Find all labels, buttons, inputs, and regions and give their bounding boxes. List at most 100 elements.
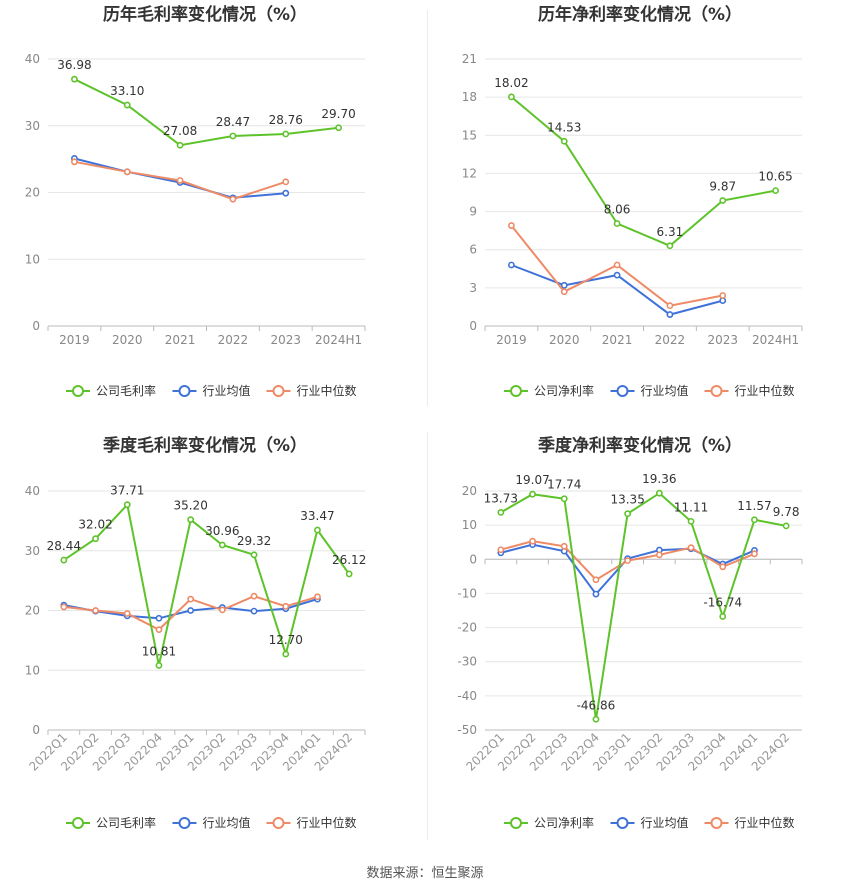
legend-marker	[72, 385, 84, 397]
data-label: 11.11	[674, 500, 708, 514]
data-point-industry_median	[123, 610, 131, 617]
y-tick-label: 30	[25, 119, 40, 133]
data-point-industry_median	[592, 576, 600, 584]
legend-label: 公司毛利率	[96, 815, 156, 830]
data-point-company	[508, 93, 515, 101]
data-label: 8.06	[604, 203, 631, 217]
data-label: 9.78	[773, 505, 800, 519]
data-label: 28.44	[47, 539, 81, 553]
data-point-company	[529, 490, 536, 498]
data-point-industry_avg	[613, 271, 621, 279]
data-point-industry_avg	[282, 189, 290, 197]
x-tick-label: 2023	[707, 333, 738, 347]
data-point-industry_median	[560, 288, 568, 296]
data-point-industry_median	[187, 595, 195, 603]
data-point-company	[229, 132, 237, 140]
data-point-company	[687, 517, 695, 525]
y-tick-label: -30	[457, 655, 477, 669]
data-label: 29.70	[321, 107, 355, 121]
data-label: 32.02	[78, 518, 112, 532]
legend-item-company: 公司净利率	[504, 815, 594, 830]
legend-label: 公司毛利率	[96, 383, 156, 398]
data-point-industry_median	[497, 546, 505, 554]
data-point-company	[666, 242, 674, 250]
data-label: -46.86	[577, 698, 616, 712]
data-point-industry_median	[529, 537, 536, 545]
data-label: 12.70	[269, 633, 303, 647]
data-point-company	[560, 495, 568, 503]
legend-marker	[178, 385, 191, 397]
legend-marker	[272, 817, 285, 829]
data-point-industry_median	[282, 602, 290, 610]
data-point-company	[497, 509, 505, 516]
x-tick-label: 2019	[59, 333, 90, 347]
data-label: 18.02	[494, 76, 528, 90]
legend-marker	[178, 817, 191, 829]
y-tick-label: 0	[32, 319, 40, 333]
data-label: 13.35	[610, 493, 644, 507]
chart-title: 历年净利率变化情况（%）	[538, 4, 742, 25]
data-point-company	[282, 130, 290, 138]
legend-item-industry_avg: 行业均值	[610, 815, 689, 830]
legend-label: 公司净利率	[534, 815, 594, 830]
data-point-industry_median	[613, 261, 621, 269]
x-tick-label: 2019	[496, 333, 527, 347]
data-point-industry_median	[250, 592, 258, 600]
legend-marker	[710, 817, 723, 829]
data-point-company	[71, 75, 78, 83]
data-point-company	[123, 501, 131, 509]
data-point-industry_median	[751, 550, 758, 558]
data-point-industry_avg	[155, 614, 163, 622]
data-point-industry_avg	[250, 607, 258, 615]
legend-marker	[510, 385, 522, 397]
data-label: 19.07	[515, 473, 549, 487]
data-point-industry_median	[218, 606, 226, 614]
legend-marker	[272, 385, 285, 397]
data-label: 29.32	[237, 534, 271, 548]
legend-item-company: 公司毛利率	[66, 815, 156, 830]
data-point-industry_median	[719, 292, 727, 299]
data-point-company	[751, 516, 758, 524]
x-tick-label: 2021	[602, 333, 633, 347]
data-label: 17.74	[547, 478, 581, 492]
legend-label: 行业均值	[641, 383, 689, 398]
y-tick-label: 10	[462, 518, 477, 532]
data-point-company	[314, 526, 321, 534]
data-label: 19.36	[642, 472, 676, 486]
data-point-industry_median	[60, 603, 68, 611]
y-tick-label: 21	[462, 52, 477, 66]
chart-panel-2: 历年净利率变化情况（%） 0 3 6 9 12 15 18 21 2019 2020 2021 2022…	[462, 4, 803, 398]
data-point-industry_median	[176, 177, 184, 184]
data-label: 6.31	[657, 225, 684, 239]
legend-label: 行业中位数	[297, 815, 357, 830]
data-label: 13.73	[484, 491, 518, 505]
data-point-company	[655, 489, 663, 497]
data-point-company	[782, 522, 790, 530]
data-point-industry_median	[155, 626, 163, 634]
data-label: 28.76	[269, 113, 303, 127]
x-tick-label: 2023	[270, 333, 301, 347]
data-point-company	[187, 516, 195, 524]
x-tick-label: 2020	[549, 333, 580, 347]
legend-marker	[710, 385, 723, 397]
y-tick-label: 10	[25, 663, 40, 677]
y-tick-label: 20	[25, 186, 40, 200]
y-tick-label: 6	[469, 243, 477, 257]
y-tick-label: -50	[457, 723, 477, 737]
legend-label: 行业中位数	[735, 815, 795, 830]
x-tick-label: 2021	[165, 333, 196, 347]
legend-label: 行业均值	[641, 815, 689, 830]
series-line-company	[63, 502, 350, 666]
data-point-industry_avg	[560, 281, 568, 289]
data-point-industry_avg	[187, 607, 195, 614]
data-label: 36.98	[57, 58, 91, 72]
data-point-company	[613, 220, 621, 227]
panel-separator	[427, 432, 428, 840]
data-point-industry_median	[92, 607, 99, 614]
legend-label: 行业中位数	[297, 383, 357, 398]
data-point-industry_median	[123, 168, 131, 176]
legend-item-industry_median: 行业中位数	[266, 383, 357, 398]
data-label: -16.74	[703, 595, 742, 609]
